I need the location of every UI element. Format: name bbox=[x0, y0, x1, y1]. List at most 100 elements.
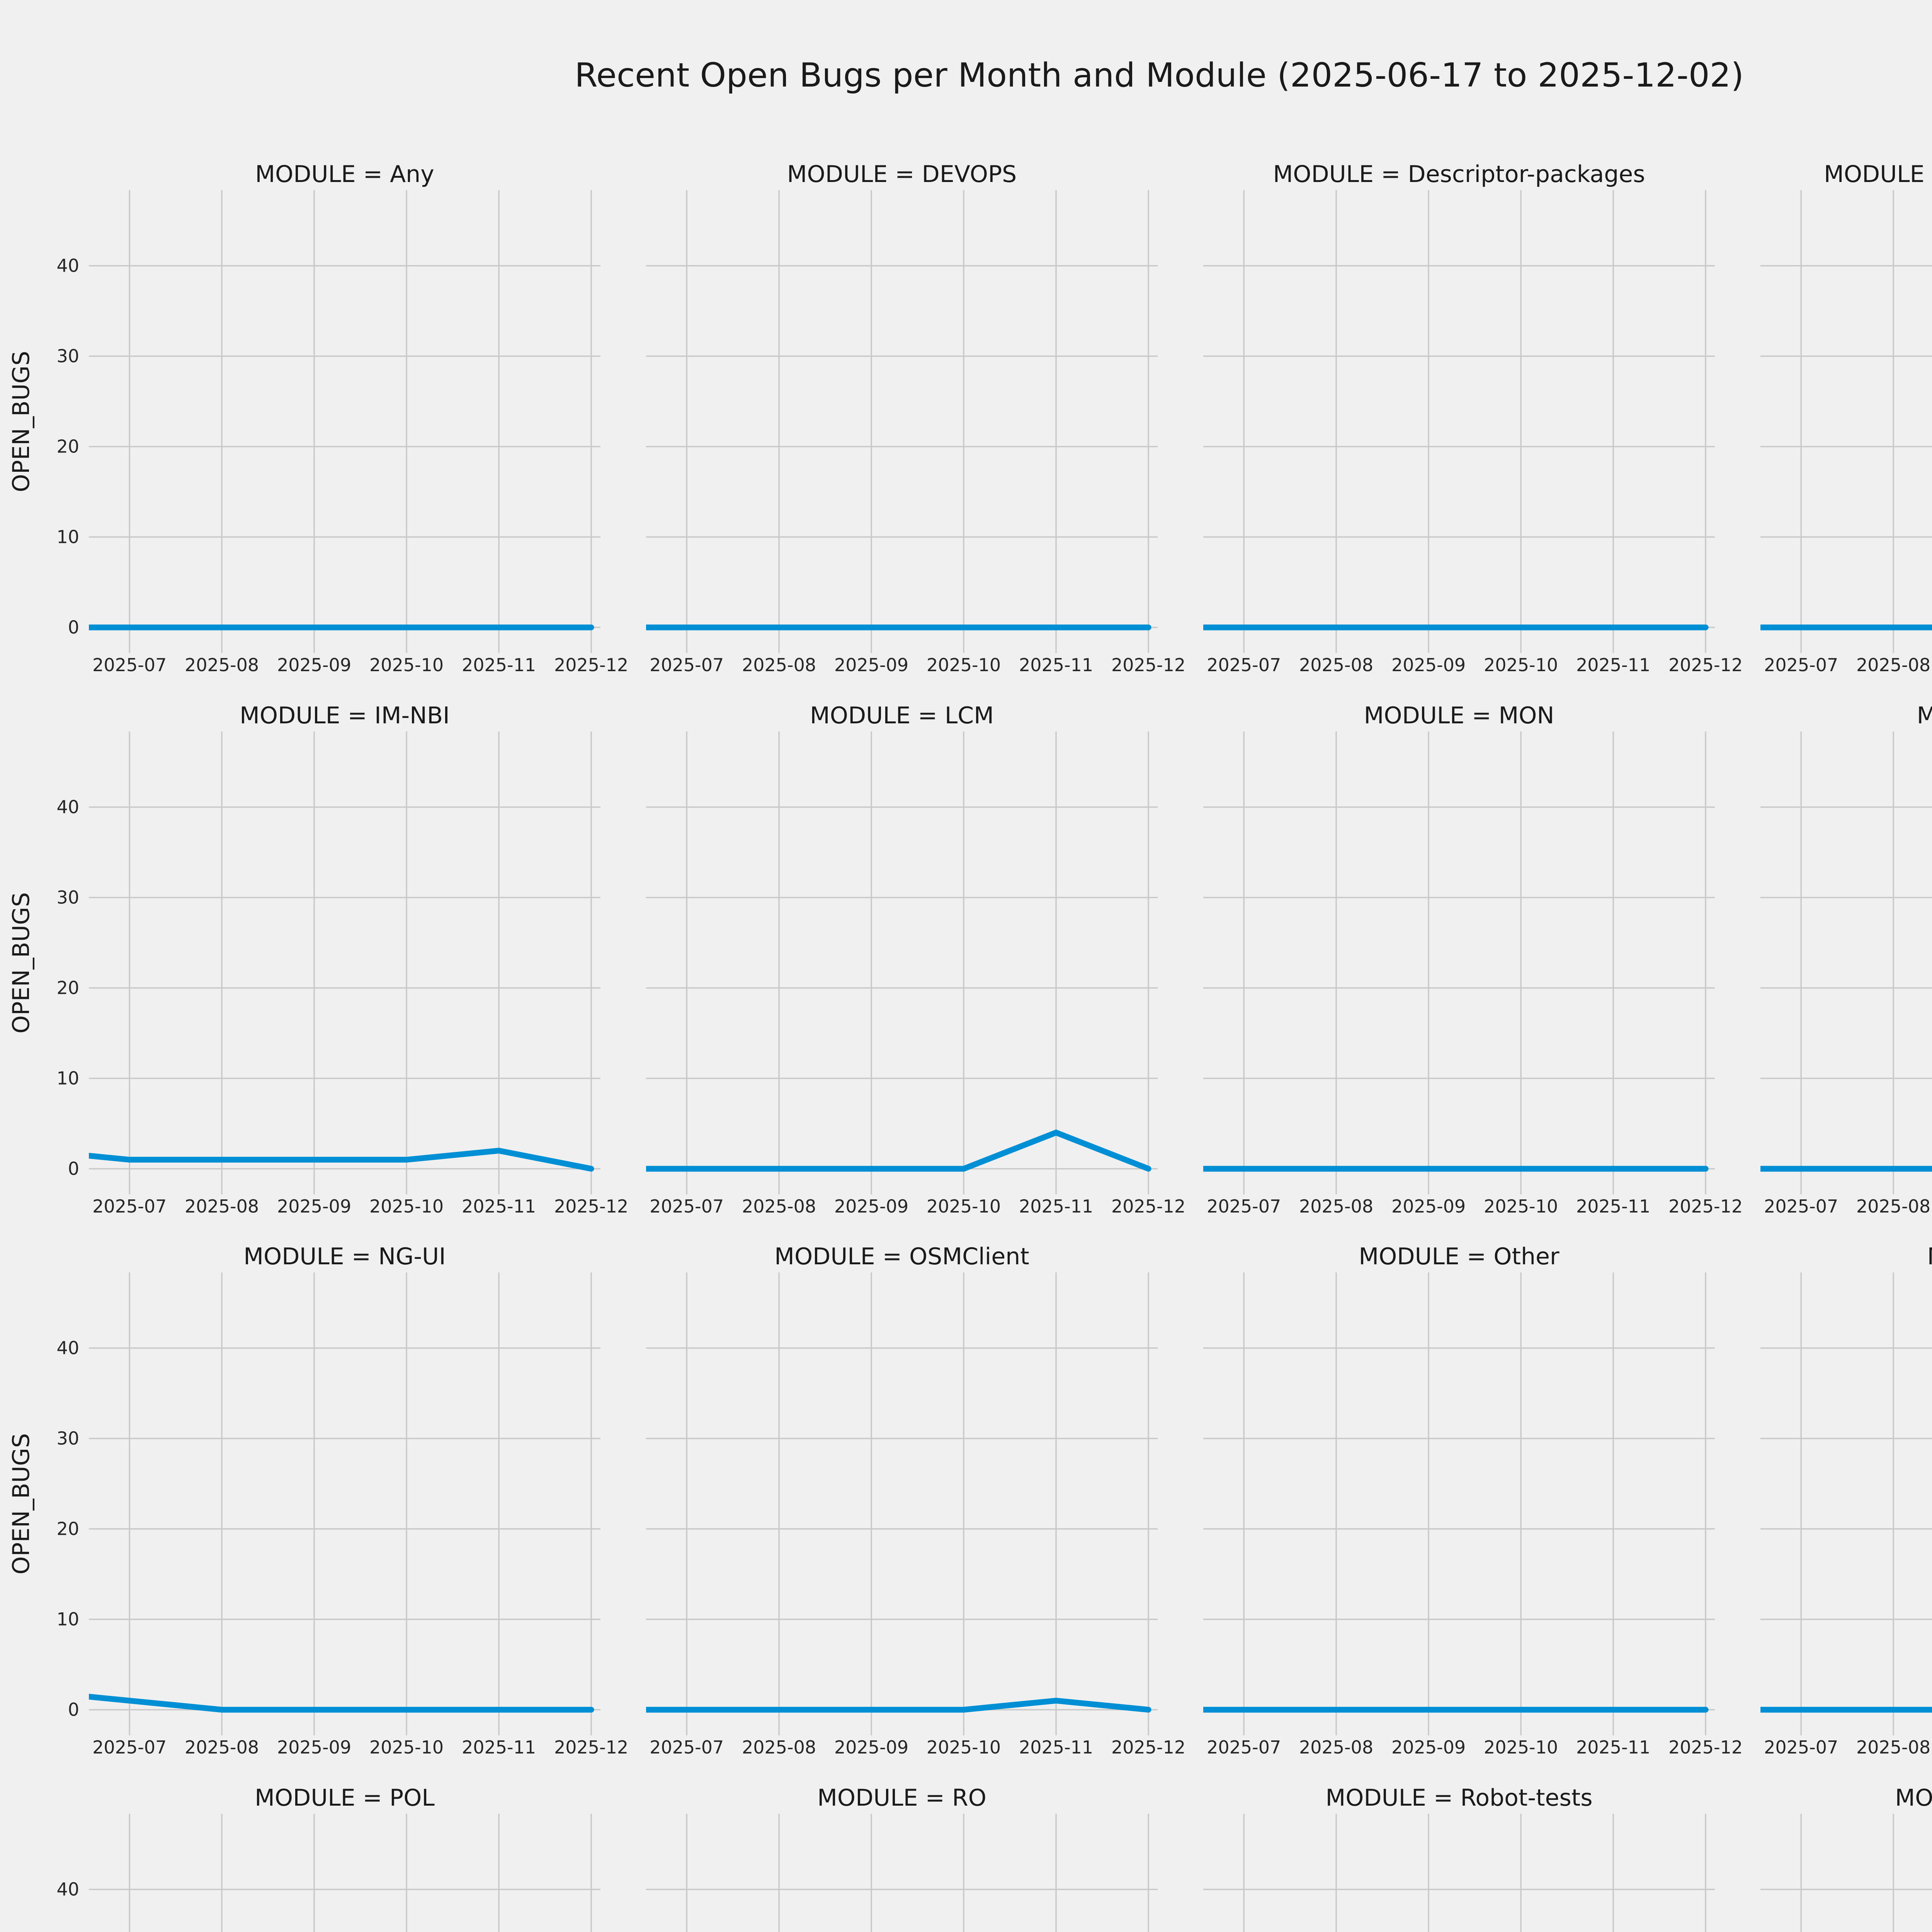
x-tick-label: 2025-08 bbox=[185, 655, 259, 675]
x-tick-label: 2025-11 bbox=[1576, 1737, 1650, 1758]
y-axis-label: OPEN_BUGS bbox=[8, 1433, 35, 1575]
y-tick-label: 40 bbox=[56, 1879, 79, 1900]
facet-ro: MODULE = RO2025-072025-082025-092025-102… bbox=[646, 1784, 1158, 1932]
y-tick-label: 40 bbox=[56, 1338, 79, 1359]
facet-lcm: MODULE = LCM 2025-07 2025-08 2025-09 2025-10… bbox=[646, 702, 1185, 1217]
facet-title: MODULE = POL bbox=[255, 1784, 435, 1811]
x-tick-label: 2025-11 bbox=[1019, 1737, 1093, 1758]
series-line bbox=[646, 1697, 1151, 1713]
facet-title: MODULE = NG-UI bbox=[243, 1243, 446, 1270]
x-tick-label: 2025-09 bbox=[834, 1737, 908, 1758]
x-tick-label: 2025-10 bbox=[369, 655, 444, 675]
series-line bbox=[89, 1694, 594, 1713]
x-tick-label: 2025-08 bbox=[1856, 1737, 1930, 1758]
facet-pol: MODULE = POL2025-072025-082025-092025-10… bbox=[56, 1784, 600, 1932]
x-tick-label: 2025-11 bbox=[1019, 655, 1093, 675]
x-tick-label: 2025-12 bbox=[554, 655, 628, 675]
x-tick-label: 2025-09 bbox=[834, 655, 908, 675]
facet-title: MODULE = OSMClient bbox=[774, 1243, 1029, 1270]
x-tick-label: 2025-12 bbox=[554, 1737, 628, 1758]
facet-osmclient: MODULE = OSMClient 2025-07 2025-08 2025-09 2… bbox=[646, 1243, 1185, 1758]
figure-title: Recent Open Bugs per Month and Module (2… bbox=[575, 56, 1744, 95]
facet-title: MODULE = N2VC bbox=[1917, 702, 1932, 729]
series-line bbox=[646, 1129, 1151, 1172]
facet-title: MODULE = Documentation / Wiki bbox=[1824, 161, 1932, 188]
x-tick-label: 2025-08 bbox=[742, 655, 816, 675]
facet-title: MODULE = Other bbox=[1359, 1243, 1560, 1270]
x-tick-label: 2025-07 bbox=[1764, 1196, 1838, 1217]
x-tick-label: 2025-11 bbox=[462, 1737, 536, 1758]
x-tick-label: 2025-07 bbox=[1207, 1196, 1281, 1217]
x-tick-label: 2025-11 bbox=[1576, 655, 1650, 675]
x-tick-label: 2025-12 bbox=[1111, 1196, 1185, 1217]
facet-descriptor-packages: MODULE = Descriptor-packages 2025-07 2025-… bbox=[1203, 161, 1743, 675]
x-tick-label: 2025-08 bbox=[185, 1196, 259, 1217]
facet-any: MODULE = Any 2025-07 2025-08 2025-09 2025-10… bbox=[8, 161, 628, 675]
y-tick-label: 40 bbox=[56, 796, 79, 817]
x-tick-label: 2025-12 bbox=[1111, 655, 1185, 675]
x-tick-label: 2025-10 bbox=[927, 655, 1001, 675]
y-tick-label: 40 bbox=[56, 255, 79, 276]
facet-title: MODULE = Unknown bbox=[1895, 1784, 1932, 1811]
facet-title: MODULE = IM-NBI bbox=[240, 702, 450, 729]
x-tick-label: 2025-10 bbox=[927, 1196, 1001, 1217]
x-tick-label: 2025-07 bbox=[650, 1737, 724, 1758]
x-tick-label: 2025-07 bbox=[1764, 1737, 1838, 1758]
x-tick-label: 2025-12 bbox=[1668, 1196, 1743, 1217]
y-tick-label: 30 bbox=[56, 346, 79, 367]
facet-documentation-wiki: MODULE = Documentation / Wiki 2025-07 2025… bbox=[1760, 161, 1932, 675]
facet-devops: MODULE = DEVOPS 2025-07 2025-08 2025-09 2025… bbox=[646, 161, 1185, 675]
facet-other: MODULE = Other 2025-07 2025-08 2025-09 2025-… bbox=[1203, 1243, 1743, 1758]
x-tick-label: 2025-12 bbox=[1668, 1737, 1743, 1758]
facet-title: MODULE = Any bbox=[255, 161, 434, 188]
x-tick-label: 2025-07 bbox=[92, 1737, 167, 1758]
facet-title: MODULE = PLA bbox=[1927, 1243, 1932, 1270]
x-tick-label: 2025-08 bbox=[1856, 655, 1930, 675]
x-tick-label: 2025-11 bbox=[1019, 1196, 1093, 1217]
x-tick-label: 2025-07 bbox=[650, 655, 724, 675]
y-tick-label: 20 bbox=[56, 1519, 79, 1539]
facet-pla: MODULE = PLA2025-072025-082025-092025-10… bbox=[1760, 1243, 1932, 1758]
facet-mon: MODULE = MON 2025-07 2025-08 2025-09 2025-10… bbox=[1203, 702, 1743, 1217]
y-tick-label: 0 bbox=[68, 617, 79, 638]
facet-im-nbi: MODULE = IM-NBI 2025-07 2025-08 2025-09 2025… bbox=[8, 702, 628, 1217]
y-tick-label: 10 bbox=[56, 1068, 79, 1088]
x-tick-label: 2025-09 bbox=[834, 1196, 908, 1217]
x-tick-label: 2025-07 bbox=[92, 655, 167, 675]
x-tick-label: 2025-07 bbox=[92, 1196, 167, 1217]
y-tick-label: 30 bbox=[56, 887, 79, 908]
facet-title: MODULE = DEVOPS bbox=[787, 161, 1017, 188]
y-tick-label: 20 bbox=[56, 977, 79, 998]
x-tick-label: 2025-11 bbox=[1576, 1196, 1650, 1217]
x-tick-label: 2025-07 bbox=[1764, 655, 1838, 675]
x-tick-label: 2025-07 bbox=[1207, 1737, 1281, 1758]
facet-title: MODULE = Robot-tests bbox=[1325, 1784, 1592, 1811]
x-tick-label: 2025-09 bbox=[277, 1737, 351, 1758]
y-axis-label: OPEN_BUGS bbox=[8, 892, 35, 1034]
x-tick-label: 2025-10 bbox=[369, 1737, 444, 1758]
series-line bbox=[89, 1147, 594, 1172]
x-tick-label: 2025-08 bbox=[185, 1737, 259, 1758]
y-tick-label: 20 bbox=[56, 436, 79, 457]
y-tick-label: 0 bbox=[68, 1158, 79, 1179]
x-tick-label: 2025-11 bbox=[462, 655, 536, 675]
x-tick-label: 2025-07 bbox=[650, 1196, 724, 1217]
y-tick-label: 10 bbox=[56, 527, 79, 548]
x-tick-label: 2025-08 bbox=[742, 1196, 816, 1217]
x-tick-label: 2025-09 bbox=[277, 1196, 351, 1217]
x-tick-label: 2025-09 bbox=[1391, 1196, 1466, 1217]
x-tick-label: 2025-10 bbox=[369, 1196, 444, 1217]
x-tick-label: 2025-12 bbox=[1668, 655, 1743, 675]
x-tick-label: 2025-12 bbox=[554, 1196, 628, 1217]
y-tick-label: 10 bbox=[56, 1609, 79, 1630]
x-tick-label: 2025-10 bbox=[927, 1737, 1001, 1758]
x-tick-label: 2025-11 bbox=[462, 1196, 536, 1217]
y-tick-label: 0 bbox=[68, 1699, 79, 1720]
facet-title: MODULE = MON bbox=[1364, 702, 1554, 729]
facet-title: MODULE = RO bbox=[817, 1784, 986, 1811]
x-tick-label: 2025-12 bbox=[1111, 1737, 1185, 1758]
x-tick-label: 2025-08 bbox=[1299, 1737, 1373, 1758]
x-tick-label: 2025-10 bbox=[1484, 1196, 1558, 1217]
x-tick-label: 2025-09 bbox=[1391, 1737, 1466, 1758]
